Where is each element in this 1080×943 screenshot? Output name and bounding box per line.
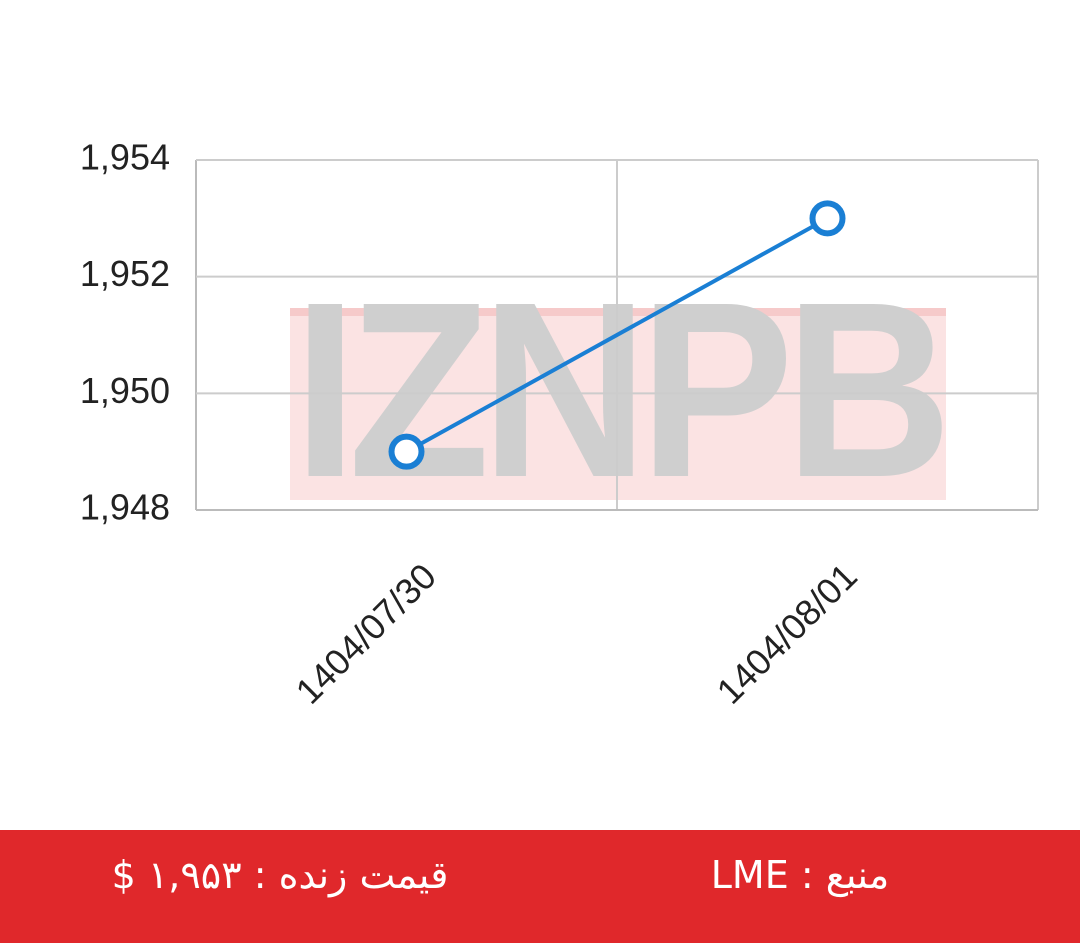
point: [388, 433, 425, 470]
chart: IZNPB 1,948 1,950 1,952 1,954 1404/07/30 1404…: [80, 137, 1039, 712]
footer: قیمت زنده : ۱,۹۵۳ $ منبع : LME: [0, 830, 1080, 943]
y-tick-label: 1,948: [80, 487, 170, 528]
y-tick-label: 1,952: [80, 253, 170, 294]
watermark: IZNPB: [293, 250, 943, 529]
y-tick-label: 1,954: [80, 137, 170, 178]
y-tick-label: 1,950: [80, 370, 170, 411]
live-price: قیمت زنده : ۱,۹۵۳ $: [111, 853, 449, 897]
point: [809, 200, 846, 237]
x-tick-label: 1404/07/30: [287, 555, 443, 711]
x-tick-label: 1404/08/01: [708, 555, 864, 711]
source: منبع : LME: [710, 853, 890, 897]
line: [405, 216, 829, 454]
